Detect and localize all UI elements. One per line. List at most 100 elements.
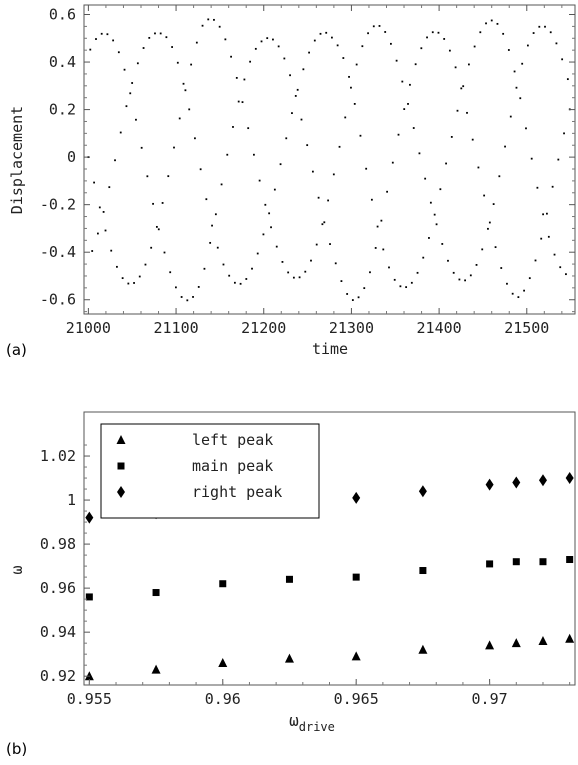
data-point [120, 132, 122, 134]
data-point [533, 32, 535, 34]
data-point [483, 195, 485, 197]
data-point [379, 25, 381, 27]
plot-a-x-axis: 21000 21100 21200 21300 21400 21500 [66, 5, 562, 337]
x-tick-label: 0.955 [67, 690, 112, 708]
panel-b-frequency-chart: 0.955 0.96 0.965 0.97 0.920.940.960.9811.02… [6, 412, 575, 758]
data-point [107, 33, 109, 35]
data-point [339, 146, 341, 148]
data-point [272, 39, 274, 41]
data-point [554, 254, 556, 256]
data-point [472, 139, 474, 141]
data-point [154, 33, 156, 35]
right-peak-point [539, 474, 547, 486]
left-peak-point [218, 658, 227, 667]
data-point [264, 204, 266, 206]
data-point [535, 260, 537, 262]
y-tick-label: 1 [67, 491, 76, 509]
data-point [386, 191, 388, 193]
y-tick-label: 1.02 [40, 447, 76, 465]
data-point [479, 31, 481, 33]
data-point [158, 228, 160, 230]
data-point [152, 203, 154, 205]
data-point [476, 264, 478, 266]
data-point [308, 52, 310, 54]
data-point [141, 147, 143, 149]
data-point [413, 127, 415, 129]
main-peak-point [219, 580, 226, 587]
data-point [420, 47, 422, 49]
data-point [247, 127, 249, 129]
data-point [213, 19, 215, 21]
legend-left-peak-label: left peak [192, 431, 273, 449]
data-point [369, 271, 371, 273]
data-point [285, 137, 287, 139]
main-peak-point [486, 560, 493, 567]
data-point [529, 277, 531, 279]
data-point [270, 226, 272, 228]
data-point [325, 32, 327, 34]
data-point [327, 200, 329, 202]
data-point [219, 26, 221, 28]
data-point [485, 22, 487, 24]
data-point [124, 69, 126, 71]
data-point [382, 249, 384, 251]
data-point [478, 167, 480, 169]
data-point [302, 68, 304, 70]
data-point [436, 223, 438, 225]
data-point [202, 25, 204, 27]
data-point [495, 246, 497, 248]
data-point [527, 45, 529, 47]
y-tick-label: 0.92 [40, 667, 76, 685]
data-point [422, 257, 424, 259]
data-point [236, 77, 238, 79]
data-point [548, 236, 550, 238]
main-peak-point [153, 589, 160, 596]
data-point [194, 137, 196, 139]
data-point [411, 282, 413, 284]
data-point [474, 46, 476, 48]
data-point [217, 247, 219, 249]
data-point [145, 264, 147, 266]
data-point [377, 226, 379, 228]
data-point [156, 226, 158, 228]
data-point [251, 268, 253, 270]
data-point [419, 152, 421, 154]
data-point [365, 168, 367, 170]
data-point [101, 33, 103, 35]
data-point [424, 178, 426, 180]
data-point [312, 171, 314, 173]
data-point [466, 112, 468, 114]
data-point [135, 119, 137, 121]
data-point [519, 97, 521, 99]
data-point [150, 247, 152, 249]
data-point [289, 74, 291, 76]
data-point [255, 48, 257, 50]
data-point [493, 203, 495, 205]
y-tick-label: -0.6 [40, 291, 76, 309]
data-point [167, 175, 169, 177]
data-point [129, 92, 131, 94]
data-point [398, 134, 400, 136]
data-point [561, 58, 563, 60]
data-point [263, 233, 265, 235]
data-point [205, 198, 207, 200]
data-point [392, 162, 394, 164]
data-point [487, 228, 489, 230]
data-point [491, 20, 493, 22]
x-tick-label: 0.97 [472, 690, 508, 708]
data-point [282, 261, 284, 263]
data-point [280, 163, 282, 165]
main-peak-point [353, 574, 360, 581]
data-point [341, 280, 343, 282]
x-tick-label: 0.96 [205, 690, 241, 708]
panel-a-tag: (a) [6, 341, 27, 359]
data-point [108, 186, 110, 188]
left-peak-point [285, 654, 294, 663]
data-point [565, 273, 567, 275]
x-tick-label: 21500 [504, 319, 549, 337]
data-point [185, 89, 187, 91]
plot-b-x-label: ωdrive [289, 711, 335, 734]
data-point [417, 272, 419, 274]
data-point [537, 187, 539, 189]
